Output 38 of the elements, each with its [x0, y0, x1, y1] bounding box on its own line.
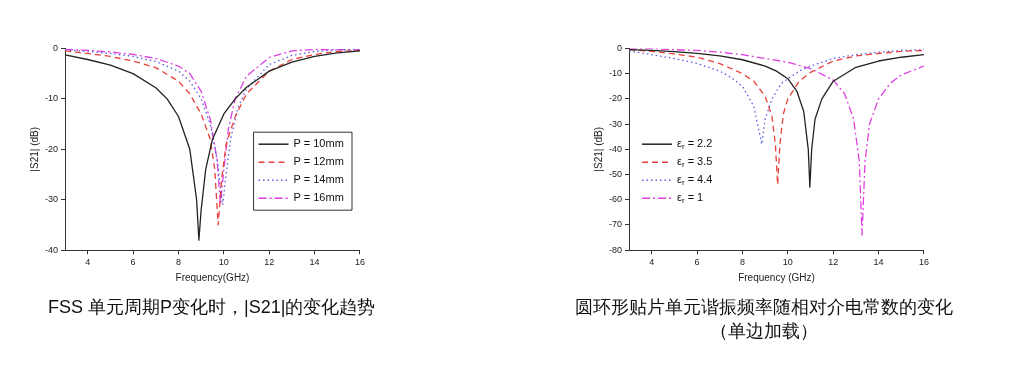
- y-tick-label: -30: [608, 118, 623, 129]
- y-tick-label: -30: [44, 194, 59, 205]
- x-tick-label: 12: [828, 257, 839, 268]
- legend-label: P = 12mm: [293, 155, 344, 168]
- x-tick-label: 6: [694, 257, 700, 268]
- y-tick-label: 0: [616, 42, 623, 53]
- x-tick-label: 14: [873, 257, 884, 268]
- x-tick-label: 4: [649, 257, 655, 268]
- x-tick-label: 8: [739, 257, 745, 268]
- x-tick-label: 14: [309, 257, 320, 268]
- y-tick-label: -20: [44, 143, 59, 154]
- x-tick-label: 6: [130, 257, 136, 268]
- x-axis-title: Frequency(GHz): [175, 271, 250, 283]
- y-tick-label: -20: [608, 93, 623, 104]
- x-tick-label: 10: [218, 257, 229, 268]
- x-tick-label: 16: [354, 257, 365, 268]
- legend-label: P = 10mm: [293, 137, 344, 150]
- y-axis-title: |S21| (dB): [28, 126, 40, 172]
- y-tick-label: -40: [608, 143, 623, 154]
- x-tick-label: 8: [175, 257, 181, 268]
- legend-label: P = 16mm: [293, 191, 344, 204]
- y-tick-label: -70: [608, 219, 623, 230]
- y-tick-label: -50: [608, 169, 623, 180]
- text: FSS 单元周期P变化时，|S21|的变化趋势: [48, 296, 377, 319]
- x-tick-label: 10: [782, 257, 793, 268]
- y-tick-label: -10: [608, 68, 623, 79]
- y-tick-label: 0: [52, 42, 59, 53]
- text: 圆环形贴片单元谐振频率随相对介电常数的变化（单边加载）: [574, 296, 954, 343]
- x-axis-title: Frequency (GHz): [738, 271, 815, 283]
- legend-label: P = 14mm: [293, 173, 344, 186]
- y-axis-title: |S21| (dB): [592, 126, 604, 172]
- x-tick-label: 12: [264, 257, 275, 268]
- y-tick-label: -10: [44, 93, 59, 104]
- y-tick-label: -80: [608, 244, 623, 255]
- x-tick-label: 16: [918, 257, 929, 268]
- x-tick-label: 4: [85, 257, 91, 268]
- y-tick-label: -40: [44, 244, 59, 255]
- y-tick-label: -60: [608, 194, 623, 205]
